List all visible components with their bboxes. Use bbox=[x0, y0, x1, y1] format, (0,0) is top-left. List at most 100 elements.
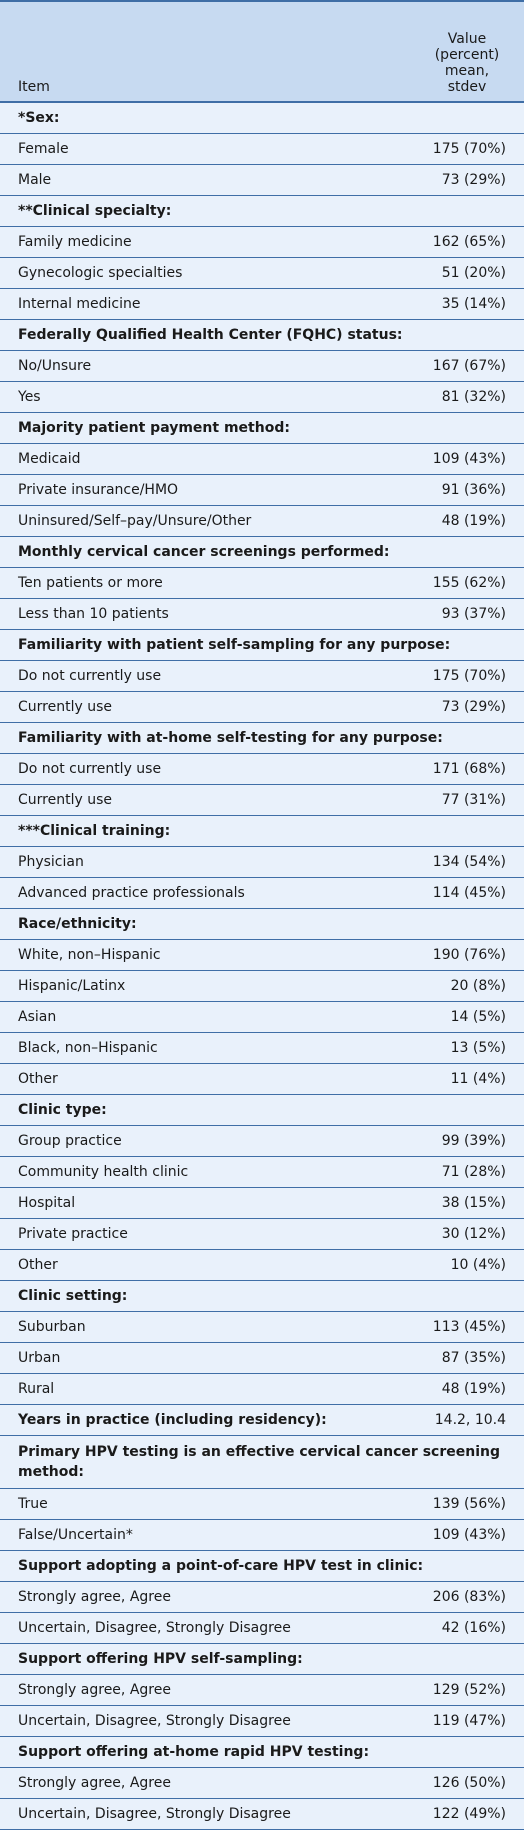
row-label: White, non–Hispanic bbox=[0, 939, 410, 971]
table-row: No/Unsure 167 (67%) bbox=[0, 350, 524, 382]
row-value: 167 (67%) bbox=[410, 350, 524, 382]
section-header-row: Familiarity with at-home self-testing fo… bbox=[0, 722, 524, 754]
row-value: 73 (29%) bbox=[410, 164, 524, 196]
table-row: Hospital 38 (15%) bbox=[0, 1187, 524, 1219]
table-row: Male 73 (29%) bbox=[0, 164, 524, 196]
section-header-row: Primary HPV testing is an effective cerv… bbox=[0, 1435, 524, 1489]
section-header-row: Support offering at-home rapid HPV testi… bbox=[0, 1736, 524, 1768]
row-value: 93 (37%) bbox=[410, 598, 524, 630]
section-header-row: Support adopting a point-of-care HPV tes… bbox=[0, 1550, 524, 1582]
table-row: Community health clinic 71 (28%) bbox=[0, 1156, 524, 1188]
row-value: 30 (12%) bbox=[410, 1218, 524, 1250]
row-label: Do not currently use bbox=[0, 753, 410, 785]
header-row: Item Value (percent) mean, stdev bbox=[0, 0, 524, 103]
row-value: 113 (45%) bbox=[410, 1311, 524, 1343]
row-value: 190 (76%) bbox=[410, 939, 524, 971]
row-label: Currently use bbox=[0, 784, 410, 816]
row-label: Private insurance/HMO bbox=[0, 474, 410, 506]
row-label: Physician bbox=[0, 846, 410, 878]
table-row: Asian 14 (5%) bbox=[0, 1001, 524, 1033]
table-row: Strongly agree, Agree 126 (50%) bbox=[0, 1767, 524, 1799]
header-value: Value (percent) mean, stdev bbox=[410, 0, 524, 103]
row-value: 139 (56%) bbox=[410, 1488, 524, 1520]
table-row: Uncertain, Disagree, Strongly Disagree 12… bbox=[0, 1798, 524, 1830]
section-header-row: *Sex: bbox=[0, 102, 524, 134]
row-label: Black, non–Hispanic bbox=[0, 1032, 410, 1064]
section-header-row: **Clinical specialty: bbox=[0, 195, 524, 227]
section-label: Support adopting a point-of-care HPV tes… bbox=[0, 1550, 524, 1582]
row-value: 155 (62%) bbox=[410, 567, 524, 599]
row-label: Female bbox=[0, 133, 410, 165]
row-value: 91 (36%) bbox=[410, 474, 524, 506]
mean-row: Years in practice (including residency):… bbox=[0, 1404, 524, 1436]
section-header-row: Monthly cervical cancer screenings perfo… bbox=[0, 536, 524, 568]
table-row: Rural 48 (19%) bbox=[0, 1373, 524, 1405]
row-value: 109 (43%) bbox=[410, 1519, 524, 1551]
row-label: Strongly agree, Agree bbox=[0, 1581, 410, 1613]
row-label: Medicaid bbox=[0, 443, 410, 475]
row-label: Uncertain, Disagree, Strongly Disagree bbox=[0, 1705, 410, 1737]
row-value: 119 (47%) bbox=[410, 1705, 524, 1737]
row-label: Uncertain, Disagree, Strongly Disagree bbox=[0, 1798, 410, 1830]
section-header-row: Federally Qualified Health Center (FQHC)… bbox=[0, 319, 524, 351]
table-row: Strongly agree, Agree 206 (83%) bbox=[0, 1581, 524, 1613]
row-value: 126 (50%) bbox=[410, 1767, 524, 1799]
row-value: 14 (5%) bbox=[410, 1001, 524, 1033]
row-label: Currently use bbox=[0, 691, 410, 723]
table-row: Advanced practice professionals 114 (45%) bbox=[0, 877, 524, 909]
row-label: Internal medicine bbox=[0, 288, 410, 320]
table-row: Uninsured/Self–pay/Unsure/Other 48 (19%) bbox=[0, 505, 524, 537]
table-row: Gynecologic specialties 51 (20%) bbox=[0, 257, 524, 289]
table-row: Do not currently use 175 (70%) bbox=[0, 660, 524, 692]
table-row: Internal medicine 35 (14%) bbox=[0, 288, 524, 320]
section-label: Primary HPV testing is an effective cerv… bbox=[0, 1435, 524, 1489]
row-label: Private practice bbox=[0, 1218, 410, 1250]
table-row: Do not currently use 171 (68%) bbox=[0, 753, 524, 785]
table-row: Private practice 30 (12%) bbox=[0, 1218, 524, 1250]
row-value: 77 (31%) bbox=[410, 784, 524, 816]
row-value: 171 (68%) bbox=[410, 753, 524, 785]
row-value: 48 (19%) bbox=[410, 505, 524, 537]
section-label: ***Clinical training: bbox=[0, 815, 524, 847]
section-label: Race/ethnicity: bbox=[0, 908, 524, 940]
table-row: Physician 134 (54%) bbox=[0, 846, 524, 878]
table-row: White, non–Hispanic 190 (76%) bbox=[0, 939, 524, 971]
row-value: 14.2, 10.4 bbox=[410, 1404, 524, 1436]
row-label: Urban bbox=[0, 1342, 410, 1374]
table-row: Strongly agree, Agree 129 (52%) bbox=[0, 1674, 524, 1706]
section-label: Federally Qualified Health Center (FQHC)… bbox=[0, 319, 524, 351]
section-header-row: Support offering HPV self-sampling: bbox=[0, 1643, 524, 1675]
row-value: 206 (83%) bbox=[410, 1581, 524, 1613]
row-label: Other bbox=[0, 1063, 410, 1095]
row-label: Group practice bbox=[0, 1125, 410, 1157]
section-header-row: Race/ethnicity: bbox=[0, 908, 524, 940]
section-header-row: Clinic type: bbox=[0, 1094, 524, 1126]
row-label: Other bbox=[0, 1249, 410, 1281]
row-value: 175 (70%) bbox=[410, 660, 524, 692]
row-label: False/Uncertain* bbox=[0, 1519, 410, 1551]
row-label: Advanced practice professionals bbox=[0, 877, 410, 909]
row-value: 114 (45%) bbox=[410, 877, 524, 909]
table-row: Ten patients or more 155 (62%) bbox=[0, 567, 524, 599]
row-label: Suburban bbox=[0, 1311, 410, 1343]
table-row: Currently use 77 (31%) bbox=[0, 784, 524, 816]
table-row: Other 11 (4%) bbox=[0, 1063, 524, 1095]
table-row: Less than 10 patients 93 (37%) bbox=[0, 598, 524, 630]
row-label: Male bbox=[0, 164, 410, 196]
table-row: Urban 87 (35%) bbox=[0, 1342, 524, 1374]
row-label: Years in practice (including residency): bbox=[0, 1404, 410, 1436]
table-row: Medicaid 109 (43%) bbox=[0, 443, 524, 475]
section-header-row: Familiarity with patient self-sampling f… bbox=[0, 629, 524, 661]
table-row: Private insurance/HMO 91 (36%) bbox=[0, 474, 524, 506]
row-value: 11 (4%) bbox=[410, 1063, 524, 1095]
row-value: 51 (20%) bbox=[410, 257, 524, 289]
row-value: 99 (39%) bbox=[410, 1125, 524, 1157]
row-value: 81 (32%) bbox=[410, 381, 524, 413]
table-row: Yes 81 (32%) bbox=[0, 381, 524, 413]
section-label: Clinic type: bbox=[0, 1094, 524, 1126]
row-label: Gynecologic specialties bbox=[0, 257, 410, 289]
row-label: Community health clinic bbox=[0, 1156, 410, 1188]
row-value: 13 (5%) bbox=[410, 1032, 524, 1064]
